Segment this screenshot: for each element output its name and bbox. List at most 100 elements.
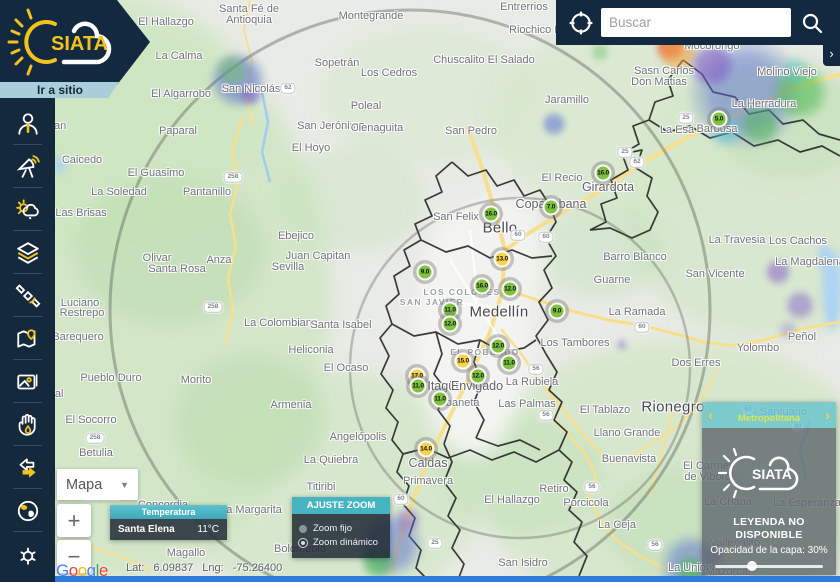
- map-label: Medellín: [469, 303, 529, 321]
- map-label: Santa Rosa: [148, 263, 206, 275]
- station-marker[interactable]: 14.0: [417, 440, 435, 458]
- station-marker[interactable]: 11.0: [431, 390, 449, 408]
- road-badge: 60: [393, 493, 409, 505]
- slider-track[interactable]: [715, 565, 823, 568]
- station-marker[interactable]: 12.0: [469, 367, 487, 385]
- map-label: El Socorro: [65, 414, 117, 426]
- sidebar-item-globe[interactable]: [0, 489, 55, 532]
- station-marker[interactable]: 11.0: [409, 377, 427, 395]
- road-badge: 258: [223, 171, 243, 183]
- layers-icon: [16, 241, 39, 264]
- sidebar-item-weather[interactable]: [0, 188, 55, 231]
- map-label: La Travesia: [708, 234, 766, 246]
- sidebar-item-map[interactable]: [0, 317, 55, 360]
- road-badge: 60: [634, 321, 650, 333]
- temperature-tooltip: Temperatura Santa Elena 11°C: [110, 505, 227, 540]
- station-marker[interactable]: 5.0: [710, 110, 728, 128]
- road-badge: 258: [203, 301, 223, 313]
- sidebar-item-images[interactable]: [0, 360, 55, 403]
- sidebar-item-settings[interactable]: [0, 532, 55, 575]
- road-badge: 56: [584, 481, 600, 493]
- map-label: Restrepo: [59, 307, 105, 319]
- slider-handle[interactable]: [747, 561, 758, 571]
- map-label: San Isidro: [498, 557, 548, 569]
- radar-blob: [764, 258, 792, 286]
- sidebar: [0, 98, 55, 582]
- map-label: Primavera: [402, 475, 454, 487]
- station-marker[interactable]: 16.0: [594, 164, 612, 182]
- zoom-dynamic-option[interactable]: Zoom dinámico: [299, 537, 383, 548]
- radio-unchecked-icon: [299, 524, 307, 533]
- sidebar-item-user[interactable]: [0, 102, 55, 145]
- search-icon[interactable]: [800, 11, 824, 35]
- zoom-dynamic-label: Zoom dinámico: [313, 537, 378, 548]
- map-label: Peñol: [787, 331, 817, 343]
- legend-next-button[interactable]: ›: [825, 406, 830, 424]
- station-marker[interactable]: 12.0: [441, 315, 459, 333]
- station-marker[interactable]: 7.0: [542, 198, 560, 216]
- map-label: El Guasimo: [127, 167, 185, 179]
- station-marker[interactable]: 15.0: [454, 352, 472, 370]
- zoom-out-button[interactable]: −: [57, 540, 91, 573]
- map-pin-icon: [16, 328, 35, 348]
- map-label: Los Tambores: [540, 337, 610, 349]
- zoom-fixed-option[interactable]: Zoom fijo: [299, 523, 383, 534]
- sidebar-item-antenna[interactable]: [0, 145, 55, 188]
- map-label: Las Brisas: [55, 207, 107, 219]
- sidebar-item-layers[interactable]: [0, 231, 55, 274]
- siata-logo[interactable]: SIATA: [0, 0, 150, 85]
- map-label: San Nicolás: [221, 83, 281, 95]
- legend-prev-button[interactable]: ‹: [708, 406, 713, 424]
- radar-blob: [590, 42, 610, 62]
- globe-icon: [17, 500, 38, 521]
- zoom-adjust-title: AJUSTE ZOOM: [292, 497, 390, 514]
- map-type-selector[interactable]: Mapa ▼: [57, 469, 138, 500]
- road-badge: 25: [617, 146, 633, 158]
- station-marker[interactable]: 12.0: [501, 280, 519, 298]
- sidebar-item-transfer[interactable]: [0, 446, 55, 489]
- locate-icon[interactable]: [568, 10, 594, 36]
- map-label: Caldas: [408, 456, 448, 470]
- road-badge: 60: [510, 229, 526, 241]
- map-label: El Ocaso: [323, 362, 369, 374]
- map-label: Paparal: [159, 125, 197, 137]
- map-label: Jaramillo: [544, 94, 590, 106]
- map-label: Las Palmas: [498, 398, 556, 410]
- lat-value: 6.09837: [153, 562, 194, 574]
- station-marker[interactable]: 16.0: [482, 205, 500, 223]
- station-marker[interactable]: 11.0: [500, 354, 518, 372]
- map-label: Los Cedros: [360, 67, 418, 79]
- station-marker[interactable]: 9.0: [548, 302, 566, 320]
- user-icon: [17, 112, 38, 135]
- svg-text:SIATA: SIATA: [752, 466, 792, 482]
- map-label: Envigado: [450, 379, 504, 393]
- radar-range-ring: [348, 196, 692, 540]
- station-marker[interactable]: 16.0: [473, 277, 491, 295]
- station-marker[interactable]: 12.0: [489, 337, 507, 355]
- station-marker[interactable]: 13.0: [493, 250, 511, 268]
- search-input[interactable]: [601, 8, 791, 37]
- map-label: Llano Grande: [593, 427, 661, 439]
- temperature-tooltip-title: Temperatura: [110, 505, 227, 519]
- map-label: Luciano: [60, 297, 100, 309]
- road-badge: 56: [528, 363, 544, 375]
- zoom-in-button[interactable]: +: [57, 504, 91, 537]
- radar-blob: [778, 320, 798, 340]
- google-attribution[interactable]: Google: [56, 561, 108, 580]
- map-label: Chuscalito El Salado: [433, 54, 535, 66]
- radar-range-rings: [108, 8, 712, 582]
- layer-opacity-slider[interactable]: [715, 561, 823, 571]
- panel-collapse-toggle[interactable]: ›: [823, 41, 840, 66]
- station-marker[interactable]: 9.0: [416, 263, 434, 281]
- images-icon: [16, 373, 37, 389]
- sidebar-item-satellite[interactable]: [0, 274, 55, 317]
- map-label: La Quiebra: [303, 454, 359, 466]
- map-label: Sopetrán: [314, 57, 360, 69]
- go-to-site-link[interactable]: Ir a sitio: [0, 82, 119, 98]
- map-label: Ebejico: [277, 230, 315, 242]
- map-label: Los Cachos: [768, 235, 828, 247]
- map-label: Molino Viejo: [757, 66, 817, 78]
- radar-blob: [394, 506, 422, 534]
- sidebar-item-hand[interactable]: [0, 403, 55, 446]
